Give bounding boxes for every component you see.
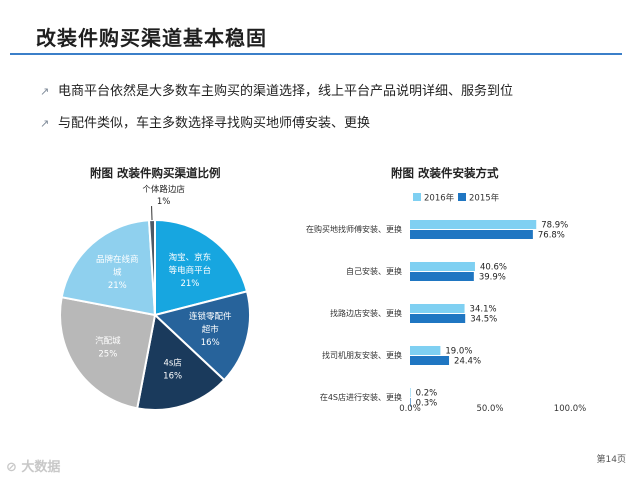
category-label: 在4S店进行安装、更换 — [320, 392, 402, 402]
page-number: 第14页 — [596, 455, 626, 465]
pie-label: 1% — [157, 197, 171, 207]
legend-label: 2016年 — [424, 193, 455, 204]
pie-label: 汽配城 — [95, 336, 121, 347]
bar-value-label: 0.2% — [416, 389, 438, 399]
legend-label: 2015年 — [469, 193, 500, 204]
category-label: 找路边店安装、更换 — [330, 308, 402, 318]
pie-slice — [152, 290, 252, 382]
bar-value-label: 40.6% — [480, 263, 507, 273]
pie-label: 16% — [163, 372, 182, 382]
bullet-arrow-icon: ↗ — [40, 117, 50, 130]
bar-value-label: 24.4% — [454, 357, 481, 367]
pie-slice — [147, 218, 156, 316]
bar — [410, 230, 533, 239]
logo-icon: ⊘ — [6, 460, 22, 475]
pie-label: 个体路边店 — [142, 184, 185, 195]
bar — [410, 314, 466, 323]
bar-value-label: 19.0% — [445, 347, 472, 357]
bar — [410, 398, 411, 407]
bar — [410, 220, 537, 229]
bar-value-label: 39.9% — [479, 273, 506, 283]
bullet-arrow-icon: ↗ — [40, 85, 50, 98]
pie-slice — [136, 313, 226, 411]
pie-slice — [59, 296, 157, 410]
pie-label: 等电商平台 — [169, 265, 212, 276]
category-label: 在购买地找师傅安装、更换 — [306, 224, 402, 234]
bar — [410, 346, 441, 355]
pie-slice — [154, 218, 249, 317]
bar — [410, 272, 474, 281]
pie-label: 品牌在线商 — [96, 254, 139, 265]
bar — [410, 304, 465, 313]
bar-value-label: 34.5% — [470, 315, 497, 325]
bar — [410, 388, 411, 397]
pie-label: 16% — [201, 338, 220, 348]
x-tick-label: 100.0% — [554, 404, 586, 414]
pie-chart-title: 附图 改装件购买渠道比例 — [90, 166, 221, 180]
pie-label: 21% — [108, 281, 127, 291]
bar-chart-title: 附图 改装件安装方式 — [391, 166, 499, 180]
bullet-1: ↗ 电商平台依然是大多数车主购买的渠道选择，线上平台产品说明详细、服务到位 — [40, 80, 513, 99]
pie-label: 连锁零配件 — [189, 311, 232, 322]
bar — [410, 356, 450, 365]
bar-value-label: 78.9% — [541, 221, 568, 231]
footer-logo-text: 大数据 — [21, 460, 61, 475]
bullet-text: 电商平台依然是大多数车主购买的渠道选择，线上平台产品说明详细、服务到位 — [58, 84, 514, 99]
bar-value-label: 34.1% — [470, 305, 497, 315]
bullet-text: 与配件类似，车主多数选择寻找购买地师傅安装、更换 — [58, 116, 371, 131]
pie-label: 超市 — [202, 324, 220, 335]
category-label: 找司机朋友安装、更换 — [322, 350, 402, 360]
x-tick-label: 0.0% — [399, 404, 421, 414]
pie-label: 21% — [180, 279, 199, 289]
pie-label: 25% — [98, 350, 117, 360]
pie-label: 城 — [113, 268, 122, 278]
pie-label: 淘宝、京东 — [169, 252, 212, 263]
bar-value-label: 0.3% — [416, 399, 438, 409]
pie-label: 4s店 — [163, 358, 182, 369]
bar — [410, 262, 475, 271]
legend-swatch — [413, 193, 421, 201]
category-label: 自己安装、更换 — [346, 266, 402, 276]
pie-slice — [60, 219, 157, 317]
bar-value-label: 76.8% — [538, 231, 565, 241]
x-tick-label: 50.0% — [476, 404, 503, 414]
title-divider — [10, 53, 622, 55]
page-title: 改装件购买渠道基本稳固 — [36, 26, 267, 50]
footer-logo: ⊘ 大数据 — [6, 456, 60, 475]
legend-swatch — [458, 193, 466, 201]
bullet-2: ↗ 与配件类似，车主多数选择寻找购买地师傅安装、更换 — [40, 112, 370, 131]
